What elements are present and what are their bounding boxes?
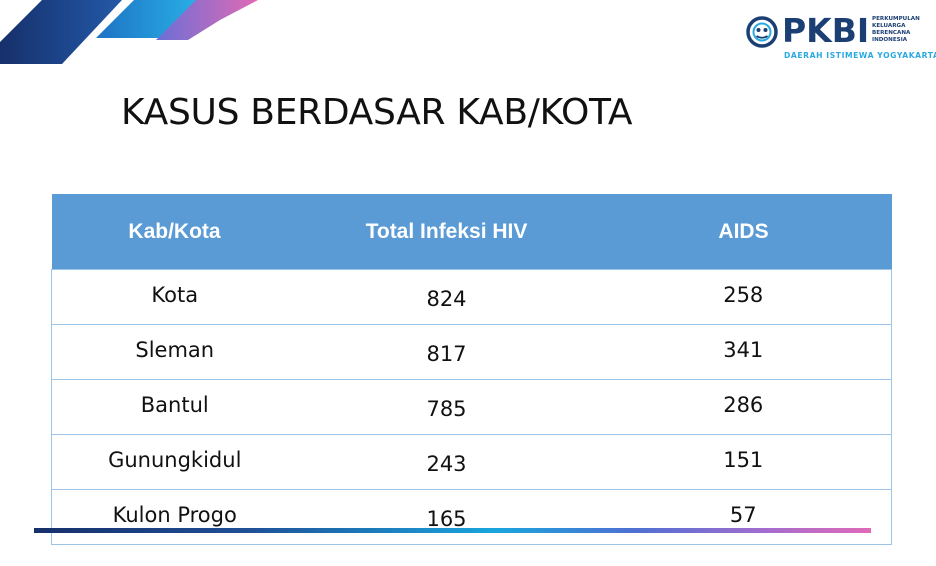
page-title: KASUS BERDASAR KAB/KOTA xyxy=(121,92,633,133)
aids-count: 258 xyxy=(595,269,892,325)
region-name: Kulon Progo xyxy=(51,489,298,545)
cases-table: Kab/Kota Total Infeksi HIV AIDS Kota 824… xyxy=(51,194,892,545)
header-aids: AIDS xyxy=(595,194,892,270)
region-name: Kota xyxy=(51,269,298,325)
header-total-hiv: Total Infeksi HIV xyxy=(297,194,596,270)
table-row: Kota 824 258 xyxy=(51,269,892,325)
table-row: Gunungkidul 243 151 xyxy=(51,434,892,490)
header-kab-kota: Kab/Kota xyxy=(51,194,298,270)
table-row: Kulon Progo 165 57 xyxy=(51,489,892,545)
table-row: Bantul 785 286 xyxy=(51,379,892,435)
hiv-count: 824 xyxy=(297,269,596,325)
logo-wordmark: PKBI xyxy=(782,11,870,50)
aids-count: 286 xyxy=(595,379,892,435)
logo-org-line: BERENCANA xyxy=(872,30,911,36)
aids-count: 57 xyxy=(595,489,892,545)
logo-org-line: PERKUMPULAN xyxy=(872,16,920,22)
hiv-count: 817 xyxy=(297,324,596,380)
table-header-row: Kab/Kota Total Infeksi HIV AIDS xyxy=(51,194,892,270)
table-row: Sleman 817 341 xyxy=(51,324,892,380)
hiv-count: 165 xyxy=(297,489,596,545)
logo-organization-name: PERKUMPULAN KELUARGA BERENCANA INDONESIA xyxy=(872,16,932,44)
region-name: Sleman xyxy=(51,324,298,380)
logo-org-line: KELUARGA xyxy=(872,23,906,29)
hiv-count: 785 xyxy=(297,379,596,435)
hiv-count: 243 xyxy=(297,434,596,490)
logo-region: DAERAH ISTIMEWA YOGYAKARTA xyxy=(784,51,936,60)
aids-count: 341 xyxy=(595,324,892,380)
corner-stripes-decoration xyxy=(0,0,258,64)
aids-count: 151 xyxy=(595,434,892,490)
logo-org-line: INDONESIA xyxy=(872,37,908,43)
region-name: Gunungkidul xyxy=(51,434,298,490)
pkbi-logo: PKBI PERKUMPULAN KELUARGA BERENCANA INDO… xyxy=(746,11,936,62)
region-name: Bantul xyxy=(51,379,298,435)
bottom-gradient-bar xyxy=(34,528,871,533)
pkbi-emblem-icon xyxy=(746,16,778,48)
